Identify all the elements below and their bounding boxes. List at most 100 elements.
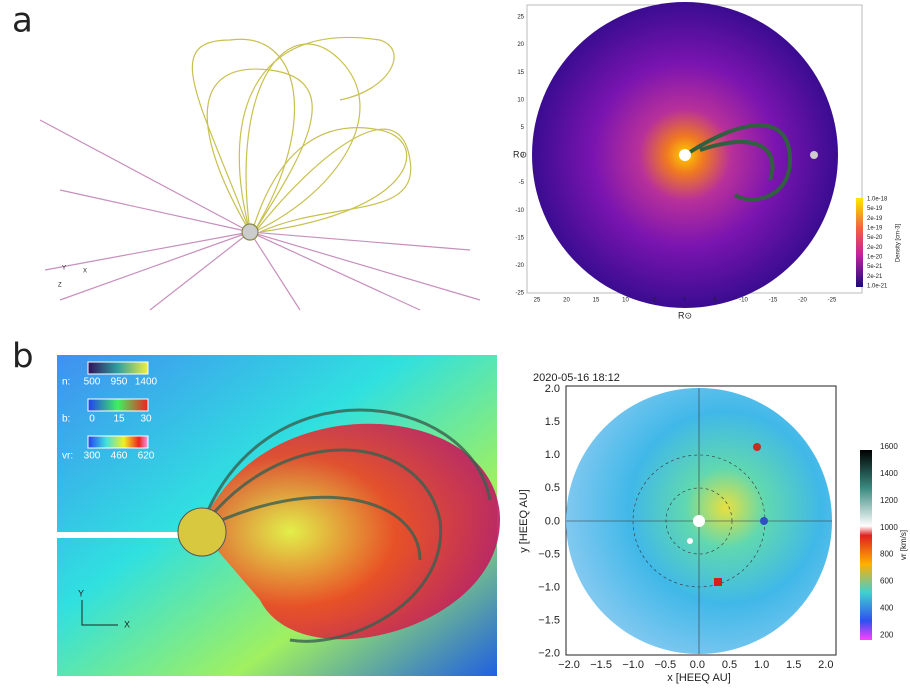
y-tick-label: 2.0: [545, 383, 560, 395]
y-tick-label: 5: [521, 125, 525, 131]
colorbar-tick-label: 5e-19: [867, 206, 883, 212]
earth: [810, 151, 818, 159]
colorbar-tick-label: 1.0e-21: [867, 284, 888, 290]
colorbar: [856, 198, 863, 287]
flux-rope: [688, 123, 793, 202]
triad-label: Y: [78, 588, 84, 598]
x-tick-label: −2.0: [558, 659, 580, 671]
plot-title: 2020-05-16 18:12: [533, 372, 620, 384]
colorbar-tick-label: 1600: [880, 442, 898, 451]
x-tick-label: −1.0: [622, 659, 644, 671]
x-tick-label: −0.5: [654, 659, 676, 671]
y-tick-label: 10: [517, 97, 524, 103]
legend-tick-label: 1400: [135, 377, 158, 388]
y-tick-label: 0.0: [545, 515, 560, 527]
y-tick-label: 0.5: [545, 482, 560, 494]
x-tick-label: −1.5: [590, 659, 612, 671]
flux-tubes: [198, 408, 492, 643]
y-axis-label: R⊙: [513, 149, 527, 159]
x-tick-label: 0.0: [690, 659, 705, 671]
cme-dome: [200, 423, 500, 640]
x-axis-label: x [HEEQ AU]: [667, 672, 731, 684]
legend-tick-label: 500: [84, 377, 101, 388]
y-tick-label: -20: [515, 263, 524, 269]
legend-name: n:: [62, 377, 70, 388]
x-tick-label: 1.5: [786, 659, 801, 671]
y-tick-label: 1.0: [545, 449, 560, 461]
legend-tick-label: 950: [111, 377, 128, 388]
x-tick-label: 0.5: [722, 659, 737, 671]
panel-label: a: [12, 1, 33, 41]
axis-triad: Y Z X: [58, 266, 87, 289]
x-tick-label: -25: [828, 298, 837, 304]
field-lines: [39, 36, 481, 311]
colorbar-tick-label: 800: [880, 550, 894, 559]
spacecraft: [753, 443, 761, 451]
sun: [679, 149, 691, 161]
x-tick-label: -20: [798, 298, 807, 304]
spacecraft: [687, 538, 693, 544]
legend-tick-label: 460: [111, 451, 128, 462]
legend-colorbar: [87, 361, 149, 375]
colorbar-tick-label: 5e-21: [867, 264, 883, 270]
y-tick-label: 0: [521, 153, 525, 159]
sun: [693, 515, 705, 527]
triad-label: Y: [62, 266, 66, 272]
legend-colorbar: [87, 435, 149, 449]
y-tick-label: 1.5: [545, 416, 560, 428]
x-tick-label: 1.0: [754, 659, 769, 671]
colorbar-tick-label: 1400: [880, 469, 898, 478]
triad-label: X: [124, 619, 130, 629]
y-tick-label: −2.0: [538, 648, 560, 660]
colorbar-tick-label: 1200: [880, 496, 898, 505]
legend: n: 500 950 1400 b: 0 15 30 vr: 300 460 620: [62, 361, 158, 462]
y-tick-label: 15: [517, 70, 524, 76]
y-tick-label: -10: [515, 208, 524, 214]
x-tick-label: 0: [683, 298, 687, 304]
colorbar-tick-label: 1e-20: [867, 255, 883, 261]
legend-tick-label: 300: [84, 451, 101, 462]
y-tick-label: -15: [515, 235, 524, 241]
colorbar-tick-label: 5e-20: [867, 235, 883, 241]
triad-label: X: [83, 269, 87, 275]
legend-tick-label: 0: [89, 414, 95, 425]
legend-name: vr:: [62, 451, 73, 462]
colorbar: [860, 450, 872, 640]
x-tick-label: -10: [739, 298, 748, 304]
plot-frame: [565, 385, 837, 656]
axis-triad: [81, 600, 118, 626]
colorbar-tick-label: 2e-20: [867, 245, 883, 251]
legend-colorbar: [87, 398, 149, 412]
y-tick-label: −1.0: [538, 582, 560, 594]
legend-tick-label: 620: [138, 451, 155, 462]
legend-tick-label: 30: [140, 414, 152, 425]
panel-label: b: [12, 337, 34, 377]
enlil-ticks: −2.0 −1.5 −1.0 −0.5 0.0 0.5 1.0 1.5 2.0 2.0 1.5 1.0…: [538, 383, 898, 671]
triad-label: Z: [58, 283, 62, 289]
x-tick-label: 15: [593, 298, 600, 304]
y-axis-label: y [HEEQ AU]: [518, 489, 530, 553]
x-tick-label: -15: [769, 298, 778, 304]
y-tick-label: −0.5: [538, 548, 560, 560]
y-tick-label: -25: [515, 291, 524, 297]
colorbar-tick-label: 600: [880, 577, 894, 586]
colorbar-tick-label: 2e-19: [867, 216, 883, 222]
legend-name: b:: [62, 414, 70, 425]
x-axis-label: R⊙: [678, 310, 692, 320]
sun: [177, 507, 227, 557]
spacecraft: [714, 578, 722, 586]
y-tick-label: -5: [519, 180, 525, 186]
occulter: [57, 532, 207, 538]
x-tick-label: 5: [653, 298, 657, 304]
x-tick-label: -5: [711, 298, 717, 304]
colorbar-label: Density [cm-3]: [896, 223, 902, 262]
y-tick-label: 25: [517, 15, 524, 21]
y-tick-label: 20: [517, 42, 524, 48]
y-tick-label: −1.5: [538, 615, 560, 627]
colorbar-label: vr [km/s]: [899, 530, 908, 560]
x-tick-label: 2.0: [818, 659, 833, 671]
x-tick-label: 20: [563, 298, 570, 304]
legend-tick-label: 15: [113, 414, 125, 425]
